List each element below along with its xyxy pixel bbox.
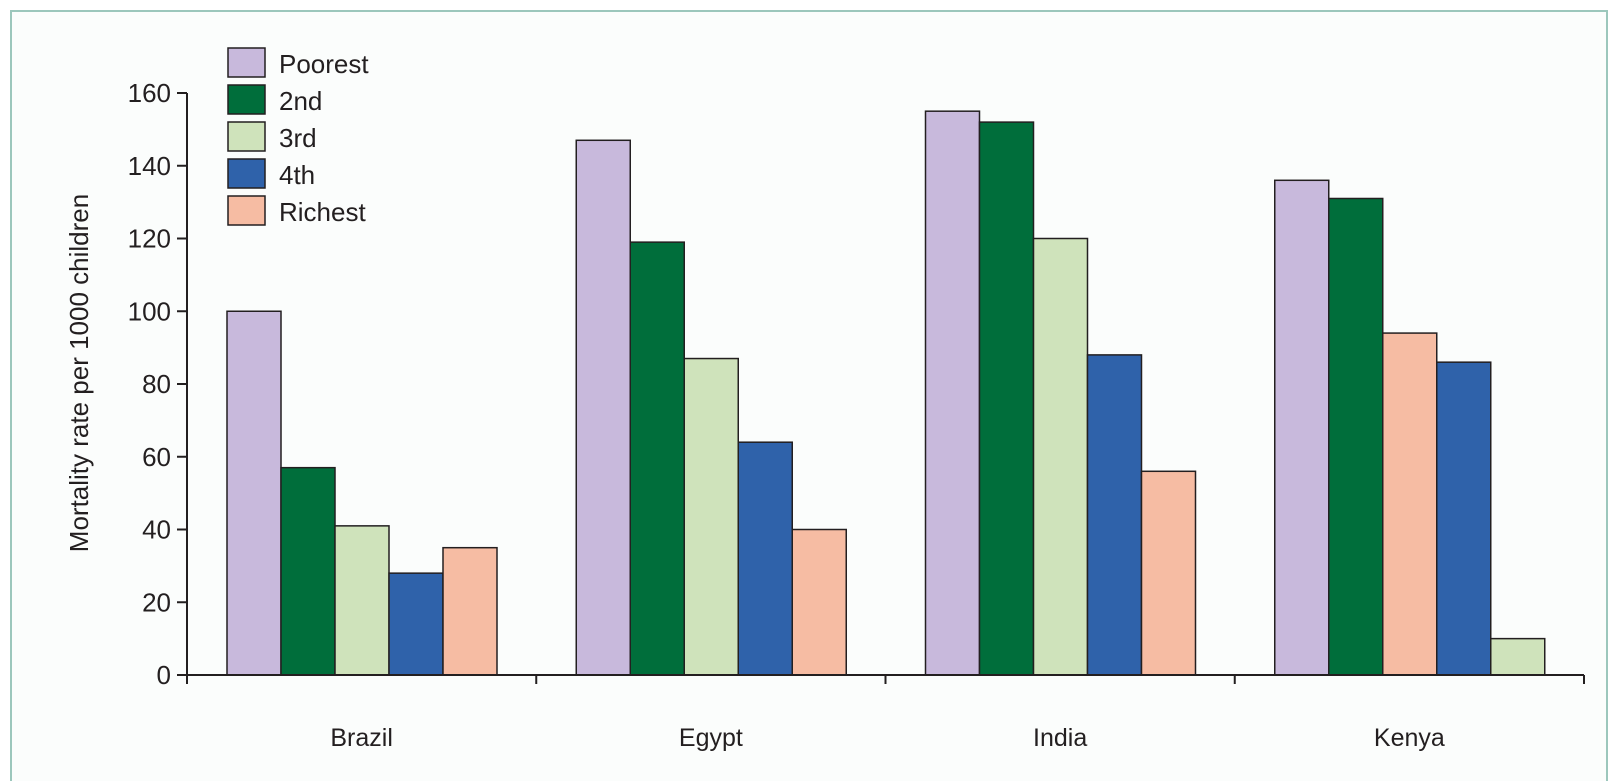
bar-india-2nd [978, 121, 1035, 676]
y-tick-label: 140 [128, 151, 171, 181]
bar-brazil-4th [388, 572, 444, 676]
bar-brazil-3rd [334, 525, 390, 676]
legend-swatch-richest [227, 195, 266, 226]
x-tick-label-kenya: Kenya [1374, 724, 1445, 752]
y-tick-label: 80 [142, 369, 171, 399]
legend-swatch-3rd [227, 121, 266, 152]
legend-swatch-4th [227, 158, 266, 189]
bar-egypt-2nd [629, 241, 685, 676]
y-tick-label: 160 [128, 78, 171, 108]
legend-label-4th: 4th [279, 160, 315, 190]
bar-india-4th [1086, 354, 1143, 676]
bar-brazil-poorest [226, 310, 282, 676]
bar-brazil-2nd [280, 466, 336, 676]
bar-egypt-4th [737, 441, 793, 676]
bar-egypt-poorest [575, 139, 631, 676]
bar-kenya-4th [1436, 361, 1492, 676]
bar-kenya-3rd [1490, 637, 1546, 676]
bar-kenya-2nd [1328, 197, 1384, 676]
legend-swatch-poorest [227, 47, 266, 78]
legend-label-2nd: 2nd [279, 86, 322, 116]
bar-kenya-poorest [1274, 179, 1330, 676]
y-tick-label: 60 [142, 442, 171, 472]
bar-india-3rd [1032, 237, 1089, 676]
bar-egypt-richest [791, 528, 847, 676]
bars-group [226, 110, 1546, 676]
bar-india-poorest [924, 110, 981, 676]
bar-brazil-richest [442, 546, 498, 676]
legend-swatch-2nd [227, 84, 266, 115]
legend-label-poorest: Poorest [279, 49, 369, 79]
bar-egypt-3rd [683, 357, 739, 676]
y-tick-label: 100 [128, 296, 171, 326]
legend-label-richest: Richest [279, 197, 366, 227]
bar-kenya-richest [1382, 332, 1438, 676]
y-tick-label: 120 [128, 224, 171, 254]
x-tick-label-egypt: Egypt [679, 724, 743, 752]
x-tick-label-india: India [1033, 724, 1087, 752]
y-tick-label: 40 [142, 515, 171, 545]
bar-india-richest [1140, 470, 1197, 676]
legend-label-3rd: 3rd [279, 123, 317, 153]
legend: Poorest 2nd 3rd 4th Richest [227, 47, 369, 227]
x-tick-label-brazil: Brazil [330, 724, 393, 752]
axes-group: 0 20 40 60 80 100 120 140 160 Brazil Egypt India Ken… [128, 78, 1585, 752]
y-tick-label: 20 [142, 587, 171, 617]
y-tick-label: 0 [157, 660, 171, 690]
y-axis-label: Mortality rate per 1000 children [64, 194, 94, 552]
